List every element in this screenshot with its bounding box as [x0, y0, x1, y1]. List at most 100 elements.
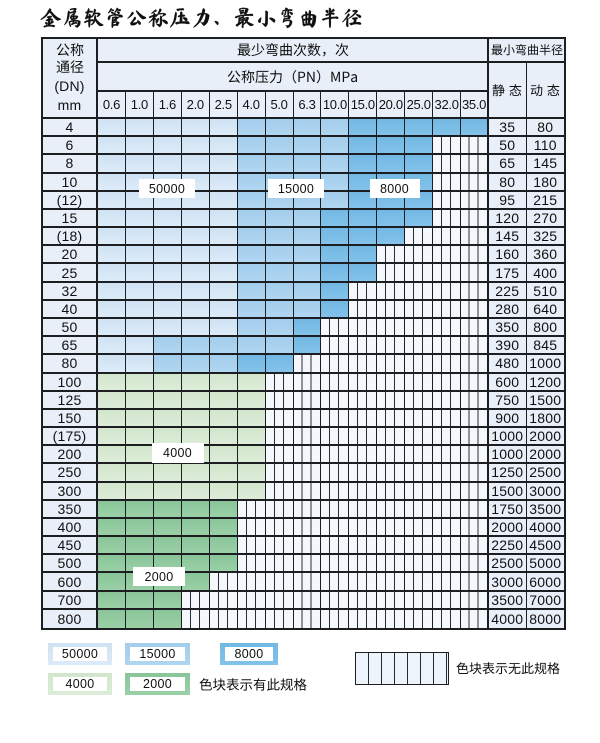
matrix-cell-no-spec — [461, 500, 489, 519]
matrix-cell-spec — [209, 391, 238, 410]
dn-cell: 6 — [43, 137, 98, 156]
matrix-cell-spec — [209, 373, 238, 392]
matrix-cell-spec — [125, 119, 154, 138]
matrix-cell-no-spec — [265, 555, 294, 574]
matrix-cell-no-spec — [461, 391, 489, 410]
matrix-cell-spec — [125, 409, 154, 429]
matrix-cell-no-spec — [349, 428, 378, 447]
matrix-cell-no-spec — [377, 464, 406, 483]
matrix-cell-no-spec — [349, 500, 378, 519]
matrix-cell-spec — [98, 555, 126, 574]
dn-cell: 80 — [43, 355, 98, 374]
matrix-cell-spec — [98, 228, 126, 247]
dynamic-radius-cell: 400 — [526, 264, 564, 283]
matrix-cell-spec — [181, 409, 210, 429]
matrix-cell-spec — [321, 119, 350, 138]
matrix-cell-no-spec — [349, 555, 378, 574]
matrix-cell-spec — [181, 300, 210, 319]
matrix-cell-no-spec — [377, 409, 406, 429]
static-radius-cell: 3000 — [489, 573, 527, 592]
matrix-cell-no-spec — [321, 428, 350, 447]
matrix-cell-no-spec — [237, 573, 266, 592]
matrix-cell-spec — [209, 191, 238, 210]
matrix-cell-spec — [125, 391, 154, 410]
matrix-cell-no-spec — [461, 209, 489, 229]
matrix-cell-spec — [98, 573, 126, 592]
matrix-cell-spec — [237, 173, 266, 192]
matrix-cell-no-spec — [405, 500, 434, 519]
legend-swatch-label: 15000 — [130, 647, 185, 661]
matrix-cell-spec — [181, 246, 210, 265]
matrix-cell-no-spec — [265, 482, 294, 501]
dn-cell: 450 — [43, 537, 98, 556]
static-radius-cell: 2250 — [489, 537, 527, 556]
matrix-cell-no-spec — [433, 300, 462, 319]
matrix-cell-spec — [125, 518, 154, 538]
matrix-cell-no-spec — [321, 464, 350, 483]
matrix-cell-no-spec — [293, 409, 322, 429]
static-radius-cell: 350 — [489, 318, 527, 338]
matrix-cell-spec — [265, 119, 294, 138]
matrix-cell-spec — [237, 228, 266, 247]
matrix-cell-spec — [125, 337, 154, 356]
matrix-cell-no-spec — [461, 446, 489, 465]
static-radius-cell: 35 — [489, 119, 527, 138]
matrix-cell-no-spec — [265, 573, 294, 592]
matrix-cell-spec — [265, 282, 294, 301]
static-radius-cell: 480 — [489, 355, 527, 374]
matrix-cell-spec — [98, 300, 126, 319]
matrix-cell-spec — [125, 373, 154, 392]
matrix-cell-spec — [237, 137, 266, 156]
matrix-cell-no-spec — [405, 246, 434, 265]
matrix-cell-no-spec — [321, 518, 350, 538]
matrix-cell-no-spec — [349, 537, 378, 556]
matrix-cell-no-spec — [237, 500, 266, 519]
matrix-cell-no-spec — [433, 264, 462, 283]
matrix-cell-no-spec — [461, 591, 489, 610]
matrix-cell-no-spec — [377, 573, 406, 592]
matrix-cell-no-spec — [433, 209, 462, 229]
matrix-cell-no-spec — [405, 464, 434, 483]
matrix-cell-spec — [98, 518, 126, 538]
matrix-cell-spec — [181, 555, 210, 574]
matrix-cell-no-spec — [433, 155, 462, 174]
dn-cell: 15 — [43, 209, 98, 229]
matrix-cell-no-spec — [349, 518, 378, 538]
matrix-cell-spec — [237, 300, 266, 319]
matrix-cell-spec — [153, 119, 182, 138]
matrix-cell-no-spec — [377, 373, 406, 392]
matrix-cell-no-spec — [293, 373, 322, 392]
legend-swatch: 50000 — [48, 643, 112, 665]
matrix-cell-spec — [98, 337, 126, 356]
matrix-cell-spec — [125, 264, 154, 283]
matrix-cell-no-spec — [377, 337, 406, 356]
dynamic-radius-cell: 215 — [526, 191, 564, 210]
static-radius-cell: 145 — [489, 228, 527, 247]
matrix-cell-no-spec — [377, 264, 406, 283]
matrix-cell-spec — [181, 264, 210, 283]
matrix-cell-no-spec — [461, 246, 489, 265]
pressure-col-header: 5.0 — [265, 92, 294, 119]
static-radius-cell: 2000 — [489, 518, 527, 538]
pressure-col-header: 0.6 — [98, 92, 126, 119]
matrix-cell-no-spec — [433, 373, 462, 392]
dynamic-radius-cell: 1500 — [526, 391, 564, 410]
matrix-cell-no-spec — [321, 409, 350, 429]
static-radius-cell: 3500 — [489, 591, 527, 610]
dynamic-radius-cell: 360 — [526, 246, 564, 265]
matrix-cell-spec — [181, 282, 210, 301]
matrix-cell-no-spec — [433, 573, 462, 592]
matrix-cell-spec — [209, 228, 238, 247]
dn-cell: 32 — [43, 282, 98, 301]
matrix-cell-spec — [293, 318, 322, 338]
matrix-cell-no-spec — [461, 137, 489, 156]
matrix-cell-no-spec — [321, 591, 350, 610]
matrix-cell-spec — [293, 209, 322, 229]
matrix-cell-spec — [98, 482, 126, 501]
matrix-cell-no-spec — [433, 282, 462, 301]
dn-cell: 25 — [43, 264, 98, 283]
matrix-cell-no-spec — [293, 464, 322, 483]
matrix-cell-no-spec — [321, 391, 350, 410]
matrix-cell-no-spec — [461, 300, 489, 319]
matrix-cell-no-spec — [405, 609, 434, 628]
